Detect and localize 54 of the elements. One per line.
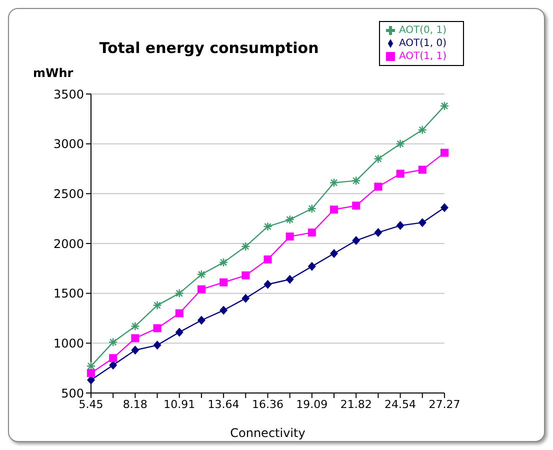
y-tick-label: 2000 [53,236,84,251]
point [352,202,360,210]
point [308,228,316,237]
legend-label: AOT(1, 1) [399,51,447,62]
point [286,232,294,241]
x-axis-title: Connectivity [230,426,306,440]
point [175,328,184,337]
point [418,218,426,228]
y-axis-title: mWhr [33,66,74,80]
x-tick-label: 13.64 [208,398,240,411]
point [330,248,338,258]
x-tick-label: 27.27 [428,398,460,411]
point [374,182,382,191]
point [440,148,448,157]
y-tick-label: 1500 [53,286,84,301]
x-tick-label: 16.36 [252,398,284,411]
x-tick-label: 8.18 [122,398,148,411]
x-tick-label: 5.45 [78,398,104,411]
legend-label: AOT(0, 1) [399,25,447,36]
point [308,262,316,271]
x-tick-label: 21.82 [340,398,372,411]
point [264,255,272,264]
y-tick-label: 3500 [53,87,84,102]
point [264,280,272,289]
y-tick-label: 1000 [53,336,84,350]
point [197,316,206,325]
point [131,334,140,342]
point [374,228,382,238]
point [197,285,206,294]
point [109,354,118,362]
point [352,236,360,246]
point [396,170,404,178]
point [396,221,404,230]
x-tick-label: 10.91 [164,398,196,411]
point [242,294,250,303]
point [87,369,95,378]
y-tick-label: 500 [61,386,84,400]
x-tick-label: 19.09 [296,398,328,411]
point [131,346,140,355]
y-tick-label: 3000 [53,137,84,152]
point [153,324,162,332]
chart-title: Total energy consumption [99,39,319,57]
point [242,271,250,280]
y-tick-label: 2500 [53,186,84,201]
point [153,340,162,350]
point [220,278,228,286]
point [330,206,338,214]
point [175,309,184,318]
point [286,274,294,284]
point [220,306,228,315]
point [418,166,426,174]
x-tick-label: 24.54 [384,398,416,411]
point [440,203,448,212]
legend-label: AOT(1, 0) [399,38,447,49]
